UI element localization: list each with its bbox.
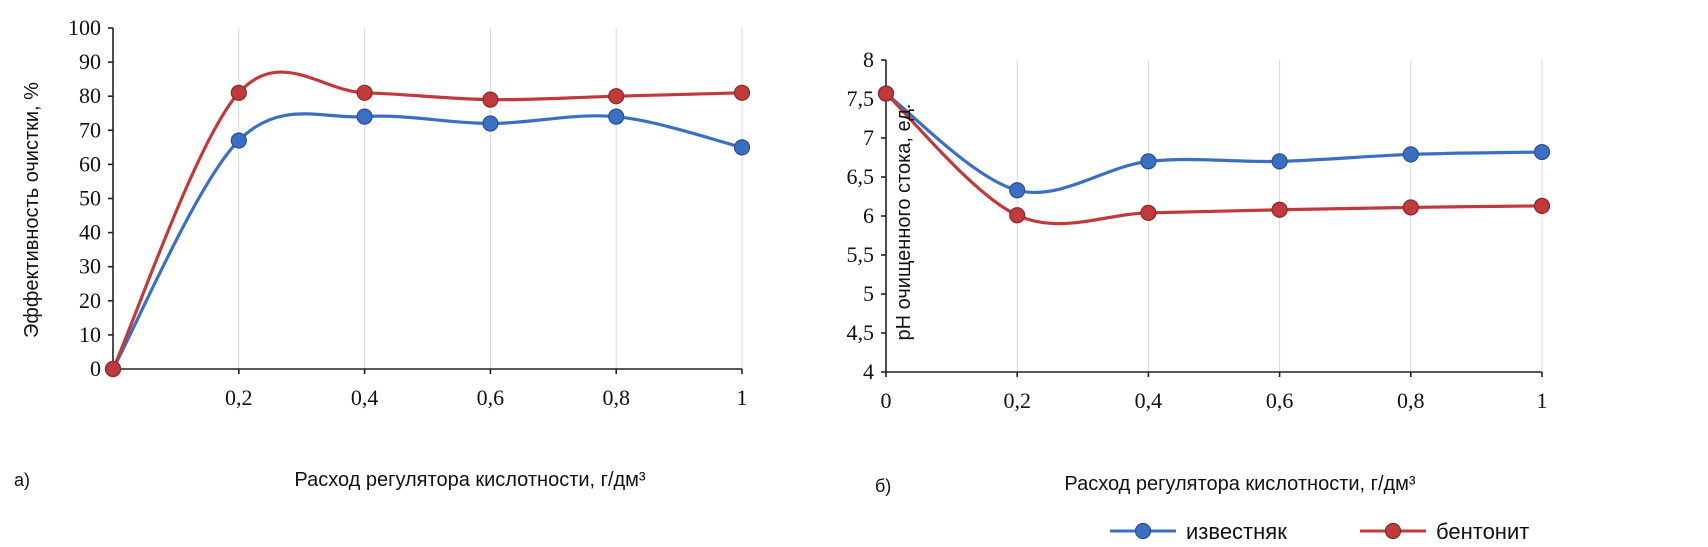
chart-b-series-1-point-5 — [1533, 197, 1551, 214]
legend-label-bentonite: бентонит — [1436, 519, 1529, 544]
chart-b-series-1-point-1 — [1009, 207, 1026, 224]
chart-b-x-tick-label-3: 0,6 — [1266, 388, 1294, 413]
chart-a-panel-label: а) — [14, 470, 30, 490]
chart-b-series-0-point-1 — [1009, 182, 1026, 199]
legend-entry-bentonite: бентонит — [1360, 519, 1529, 544]
chart-a-x-tick-label-5: 1 — [737, 385, 748, 410]
chart-b-series-0-point-2 — [1140, 153, 1157, 170]
legend-marker-bentonite — [1384, 522, 1402, 540]
chart-a-axes — [112, 28, 742, 370]
chart-a-x-tick-label-3: 0,6 — [477, 385, 505, 410]
chart-a-y-tick-label-10: 100 — [68, 15, 101, 40]
chart-a-series — [104, 70, 751, 378]
chart-a-series-0-point-3 — [482, 115, 499, 132]
chart-b-series-1-point-3 — [1271, 201, 1288, 218]
chart-b-y-ticks: 4 4,5 5 5,5 6 6,5 7 7,5 8 — [847, 47, 886, 384]
chart-a-y-tick-label-5: 50 — [79, 186, 101, 211]
chart-a-y-tick-label-8: 80 — [79, 83, 101, 108]
chart-a-series-0-point-2 — [356, 108, 373, 125]
chart-b-series-0-point-5 — [1533, 143, 1551, 161]
chart-a-x-tick-label-1: 0,2 — [225, 385, 253, 410]
chart-a-y-tick-label-3: 30 — [79, 254, 101, 279]
chart-b-x-axis-title: Расход регулятора кислотности, г/дм³ — [1064, 473, 1415, 495]
chart-panel-a: 0 10 20 30 40 50 60 70 80 90 100 0,2 0,4 0,6 0,8 1 Эфф… — [14, 15, 751, 491]
chart-b-series-0-point-4 — [1402, 146, 1419, 163]
chart-a-x-tick-label-4: 0,8 — [602, 385, 630, 410]
chart-b-y-tick-label-1: 4,5 — [847, 320, 875, 345]
chart-a-y-tick-label-9: 90 — [79, 49, 101, 74]
chart-a-y-tick-label-1: 10 — [79, 322, 101, 347]
legend-entry-limestone: известняк — [1110, 519, 1287, 544]
chart-panel-b: 4 4,5 5 5,5 6 6,5 7 7,5 8 0 0,2 0,4 0,6 0,8 1 pH очищ… — [847, 47, 1551, 496]
chart-a-series-1-point-4 — [608, 88, 625, 105]
chart-a-x-ticks: 0,2 0,4 0,6 0,8 1 — [112, 369, 748, 410]
chart-a-series-line-1 — [111, 70, 744, 371]
chart-b-y-tick-label-0: 4 — [863, 359, 874, 384]
chart-a-y-ticks: 0 10 20 30 40 50 60 70 80 90 100 — [68, 15, 113, 381]
chart-a-y-tick-label-7: 70 — [79, 117, 101, 142]
chart-b-axes — [885, 60, 1542, 373]
chart-b-x-tick-label-5: 1 — [1537, 388, 1548, 413]
chart-a-y-tick-label-0: 0 — [90, 356, 101, 381]
chart-a-series-0-point-1 — [230, 132, 247, 149]
chart-a-series-1-point-3 — [482, 91, 499, 108]
chart-a-x-tick-label-2: 0,4 — [351, 385, 379, 410]
chart-a-y-axis-title: Эффективность очистки, % — [21, 82, 43, 338]
chart-a-x-axis-title: Расход регулятора кислотности, г/дм³ — [294, 469, 645, 491]
chart-b-y-tick-label-8: 8 — [863, 47, 874, 72]
chart-b-y-tick-label-6: 7 — [863, 125, 874, 150]
chart-a-series-1-point-5 — [733, 84, 751, 101]
chart-a-series-1-point-1 — [230, 84, 247, 101]
chart-b-y-tick-label-5: 6,5 — [847, 164, 875, 189]
chart-a-y-tick-label-6: 60 — [79, 151, 101, 176]
chart-b-x-tick-label-4: 0,8 — [1397, 388, 1425, 413]
chart-b-panel-label: б) — [875, 476, 891, 496]
chart-b-x-tick-label-1: 0,2 — [1003, 388, 1031, 413]
chart-a-y-tick-label-4: 40 — [79, 220, 101, 245]
chart-b-series-0-point-3 — [1271, 153, 1288, 170]
chart-b-y-tick-label-7: 7,5 — [847, 86, 875, 111]
chart-b-series-1-point-2 — [1140, 204, 1157, 221]
chart-a-series-line-0 — [111, 112, 744, 371]
chart-b-x-ticks: 0 0,2 0,4 0,6 0,8 1 — [881, 372, 1548, 413]
chart-a-series-0-point-5 — [733, 139, 751, 156]
chart-b-y-tick-label-3: 5,5 — [847, 242, 875, 267]
legend-label-limestone: известняк — [1186, 519, 1287, 544]
chart-b-x-tick-label-2: 0,4 — [1135, 388, 1163, 413]
chart-b-series-1-point-0 — [877, 85, 895, 102]
chart-a-series-1-point-0 — [104, 360, 122, 378]
chart-a-series-0-point-4 — [608, 108, 625, 125]
chart-b-y-tick-label-4: 6 — [863, 203, 874, 228]
chart-b-y-axis-title: pH очищенного стока, ед. — [893, 104, 915, 341]
chart-b-series — [877, 85, 1551, 226]
legend-marker-limestone — [1134, 522, 1152, 540]
chart-b-x-tick-label-0: 0 — [881, 388, 892, 413]
chart-legend: известняк бентонит — [1110, 519, 1529, 544]
chart-b-series-1-point-4 — [1402, 199, 1419, 216]
chart-a-y-tick-label-2: 20 — [79, 288, 101, 313]
chart-b-series-line-1 — [884, 91, 1544, 226]
chart-a-series-1-point-2 — [356, 84, 373, 101]
chart-b-series-line-0 — [884, 91, 1544, 195]
chart-b-y-tick-label-2: 5 — [863, 281, 874, 306]
